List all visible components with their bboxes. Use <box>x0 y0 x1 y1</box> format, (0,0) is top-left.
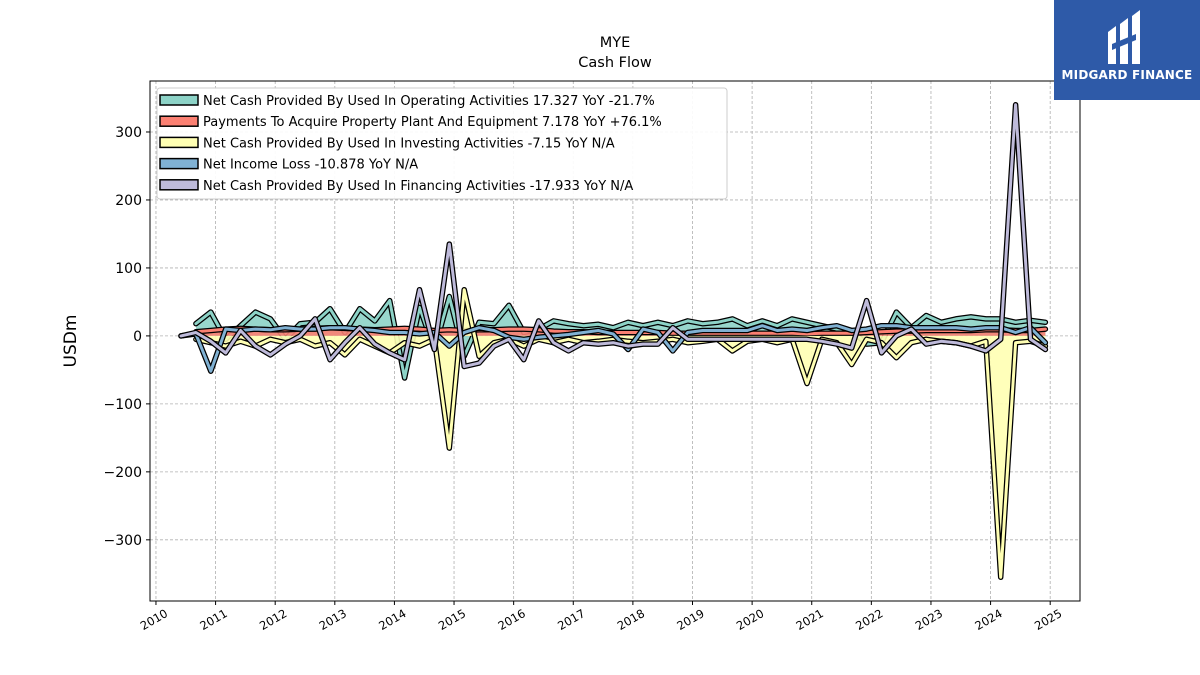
series-layer <box>178 102 1049 580</box>
y-tick-label: 300 <box>115 125 142 141</box>
legend: Net Cash Provided By Used In Operating A… <box>156 87 728 200</box>
legend-entry: Net Cash Provided By Used In Investing A… <box>203 136 615 151</box>
legend-entry: Net Cash Provided By Used In Financing A… <box>203 179 633 194</box>
legend-entry: Net Income Loss -10.878 YoY N/A <box>203 158 418 173</box>
x-tick-label: 2012 <box>257 606 289 633</box>
series-5 <box>178 102 1049 370</box>
y-tick-label: −100 <box>104 397 142 413</box>
brand-name: MIDGARD FINANCE <box>1061 68 1193 82</box>
series-line <box>194 295 1047 380</box>
series-line <box>179 103 1047 368</box>
x-tick-label: 2023 <box>913 606 945 633</box>
x-tick-label: 2011 <box>197 606 229 633</box>
y-tick-label: 100 <box>115 261 142 277</box>
x-tick-label: 2017 <box>555 606 587 633</box>
series-line <box>179 324 1047 373</box>
x-tick-label: 2015 <box>436 606 468 633</box>
legend-swatch <box>159 157 199 170</box>
legend-swatch <box>159 136 199 149</box>
axes: 2010 2011 2012 2013 2014 2015 2016 2017 2018 2019… <box>104 125 1065 633</box>
x-tick-label: 2025 <box>1032 606 1064 633</box>
legend-swatch <box>159 179 199 191</box>
midgard-logo-icon <box>1108 10 1140 64</box>
x-tick-label: 2020 <box>734 606 766 633</box>
legend-entry: Net Cash Provided By Used In Operating A… <box>203 94 655 109</box>
legend-swatch <box>159 115 199 127</box>
plot-frame <box>149 80 1081 602</box>
x-tick-label: 2013 <box>317 606 349 633</box>
legend-swatch <box>159 94 199 106</box>
x-tick-label: 2019 <box>674 606 706 633</box>
legend-box <box>156 87 728 200</box>
y-axis-label: USDm <box>61 315 81 368</box>
x-tick-label: 2024 <box>972 606 1004 633</box>
chart-subtitle: Cash Flow <box>578 55 652 71</box>
x-tick-label: 2018 <box>615 606 647 633</box>
series-1 <box>193 293 1049 381</box>
y-tick-label: 0 <box>133 329 142 345</box>
x-tick-label: 2014 <box>376 606 408 633</box>
chart-title: MYE <box>600 35 631 51</box>
y-tick-label: −300 <box>104 533 142 549</box>
x-tick-label: 2010 <box>138 606 170 633</box>
x-tick-label: 2016 <box>495 606 527 633</box>
legend-entry: Payments To Acquire Property Plant And E… <box>203 115 662 130</box>
y-tick-label: 200 <box>115 193 142 209</box>
series-4 <box>178 322 1049 374</box>
y-tick-label: −200 <box>104 465 142 481</box>
x-tick-label: 2022 <box>853 606 885 633</box>
brand-logo: MIDGARD FINANCE <box>1054 0 1200 100</box>
x-tick-label: 2021 <box>794 606 826 633</box>
